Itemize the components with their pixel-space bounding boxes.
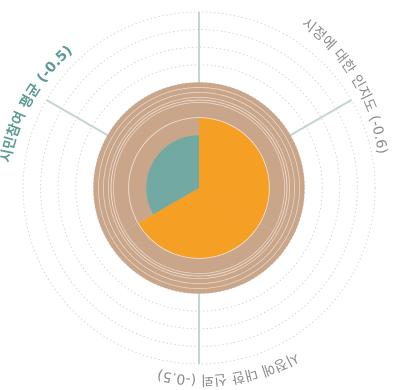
data-series xyxy=(93,82,305,294)
band-ring-fine xyxy=(108,97,290,279)
inner-wedge-0 xyxy=(199,117,270,224)
inner-wedge-1 xyxy=(138,188,260,259)
axis-label-awareness-text: 시정에 대한 인지도 (-0.6) xyxy=(299,15,390,155)
band-ring xyxy=(128,117,270,259)
band-ring-fine xyxy=(103,92,295,284)
ring-lines xyxy=(98,87,300,289)
axis-label-awareness: 시정에 대한 인지도 (-0.6) xyxy=(299,15,390,155)
band-ring-fine xyxy=(113,102,285,274)
band-ring-fine xyxy=(98,87,300,289)
axis-label-trust: 시정에 대한 신뢰 (-0.5) xyxy=(156,349,302,388)
band-ring xyxy=(110,99,288,277)
axis-label-trust-text: 시정에 대한 신뢰 (-0.5) xyxy=(156,349,302,388)
inner-wedge-2 xyxy=(146,135,199,215)
